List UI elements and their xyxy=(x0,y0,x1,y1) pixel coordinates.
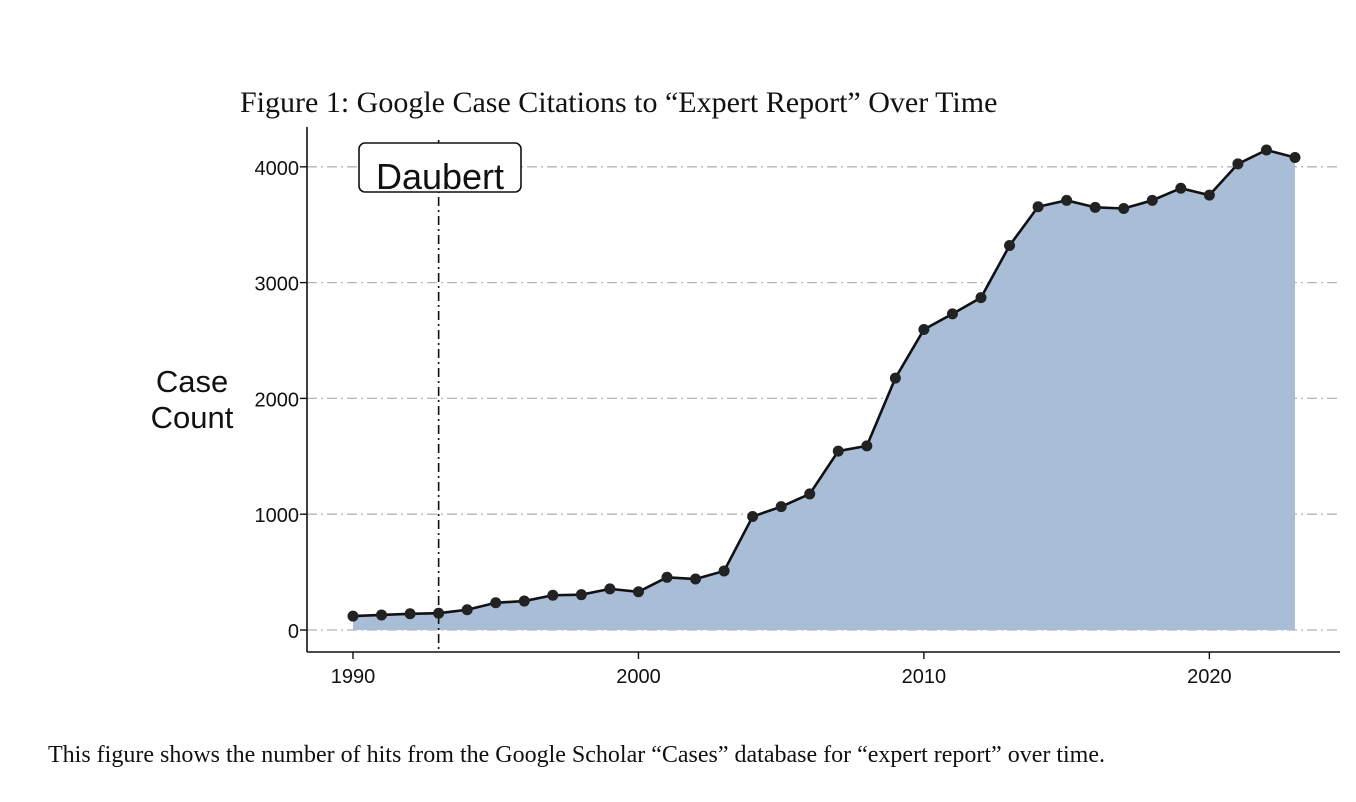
data-point xyxy=(376,609,388,621)
x-tick-label: 2010 xyxy=(902,666,947,688)
data-point xyxy=(661,571,673,583)
y-tick-label: 4000 xyxy=(255,158,300,180)
x-tick-labels: 1990 2000 2010 2020 xyxy=(331,652,1232,688)
x-tick-label: 2020 xyxy=(1187,666,1232,688)
data-point xyxy=(975,292,987,304)
data-point xyxy=(775,501,787,513)
area-fill xyxy=(353,150,1295,630)
data-points xyxy=(347,144,1301,622)
y-axis-label-line: Count xyxy=(151,400,234,435)
data-point xyxy=(404,608,416,620)
data-point xyxy=(547,589,559,601)
data-point xyxy=(889,372,901,384)
chart-title: Figure 1: Google Case Citations to “Expe… xyxy=(240,86,998,119)
data-point xyxy=(718,565,730,577)
data-point xyxy=(1289,152,1301,164)
data-point xyxy=(518,595,530,607)
y-tick-label: 1000 xyxy=(255,505,300,527)
annotation-label: Daubert xyxy=(376,156,504,197)
data-point xyxy=(1232,158,1244,170)
data-point xyxy=(575,589,587,601)
series-line xyxy=(352,148,1296,618)
y-axis-label-line: Case xyxy=(156,364,228,399)
axes xyxy=(306,127,1340,653)
daubert-annotation: Daubert xyxy=(358,140,522,652)
annotation-box xyxy=(358,142,522,193)
data-point xyxy=(1004,240,1016,252)
data-point xyxy=(832,445,844,457)
data-point xyxy=(490,597,502,609)
data-point xyxy=(690,573,702,585)
data-point xyxy=(1260,144,1272,156)
data-point xyxy=(461,604,473,616)
data-point xyxy=(1203,189,1215,201)
y-tick-label: 2000 xyxy=(255,389,300,411)
y-tick-labels: 0 1000 2000 3000 4000 xyxy=(255,158,307,643)
figure-caption: This figure shows the number of hits fro… xyxy=(48,742,1105,768)
data-point xyxy=(1118,202,1130,214)
y-tick-label: 3000 xyxy=(255,274,300,296)
data-point xyxy=(747,511,759,523)
x-tick-label: 2000 xyxy=(616,666,661,688)
data-point xyxy=(347,610,359,622)
data-point xyxy=(1089,201,1101,213)
data-point xyxy=(632,586,644,598)
data-point xyxy=(946,308,958,320)
x-tick-label: 1990 xyxy=(331,666,376,688)
data-point xyxy=(918,323,930,335)
data-point xyxy=(1175,182,1187,194)
data-point xyxy=(861,440,873,452)
data-point xyxy=(1146,194,1158,206)
y-tick-label: 0 xyxy=(288,621,299,643)
data-point xyxy=(1061,194,1073,206)
data-point xyxy=(433,607,445,619)
data-point xyxy=(1032,201,1044,213)
data-point xyxy=(604,583,616,595)
data-point xyxy=(804,488,816,500)
